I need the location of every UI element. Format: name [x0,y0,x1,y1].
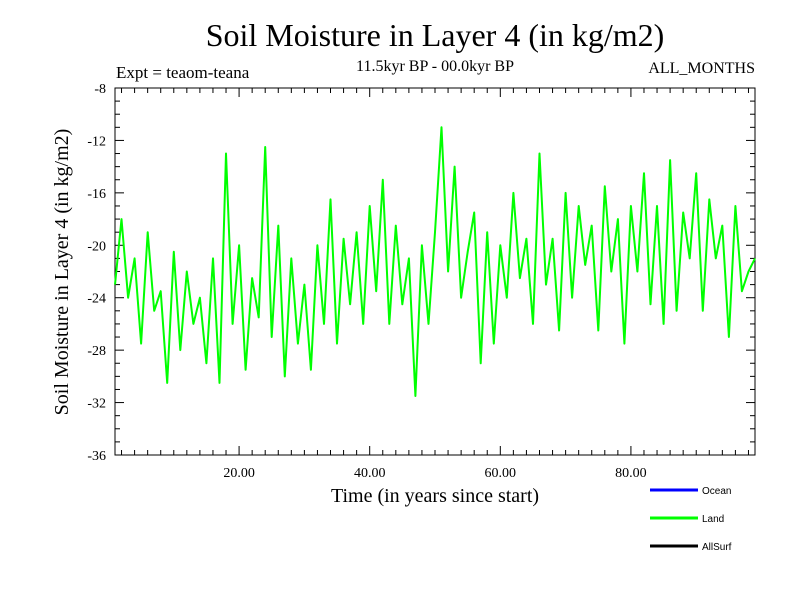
x-axis-label: Time (in years since start) [331,485,539,507]
plot-frame [114,87,756,456]
x-axis: 20.00 40.00 60.00 80.00 [121,88,749,481]
experiment-label: Expt = teaom-teana [116,63,250,82]
y-tick-label: -28 [87,344,106,359]
y-axis: -36 -32 -28 -24 -20 -16 -12 -8 [87,82,755,464]
x-tick-label: 40.00 [354,466,386,481]
legend-label-allsurf: AllSurf [702,542,732,553]
y-tick-label: -24 [87,292,106,307]
legend-label-land: Land [702,514,724,525]
x-tick-label: 60.00 [485,466,517,481]
chart-title: Soil Moisture in Layer 4 (in kg/m2) [206,17,665,53]
series-layer [114,126,756,397]
y-tick-label: -8 [94,82,106,97]
x-tick-label: 80.00 [615,466,647,481]
y-tick-label: -36 [87,449,106,464]
series-line-land [114,126,756,397]
chart-subtitle: 11.5kyr BP - 00.0kyr BP [356,58,514,75]
y-tick-label: -16 [87,187,106,202]
y-tick-label: -12 [87,134,106,149]
y-tick-label: -20 [87,239,106,254]
x-tick-label: 20.00 [223,466,255,481]
period-label: ALL_MONTHS [648,60,755,77]
legend: Ocean Land AllSurf [650,486,732,553]
legend-label-ocean: Ocean [702,486,731,497]
y-axis-label: Soil Moisture in Layer 4 (in kg/m2) [51,129,73,416]
y-tick-label: -32 [87,397,106,412]
